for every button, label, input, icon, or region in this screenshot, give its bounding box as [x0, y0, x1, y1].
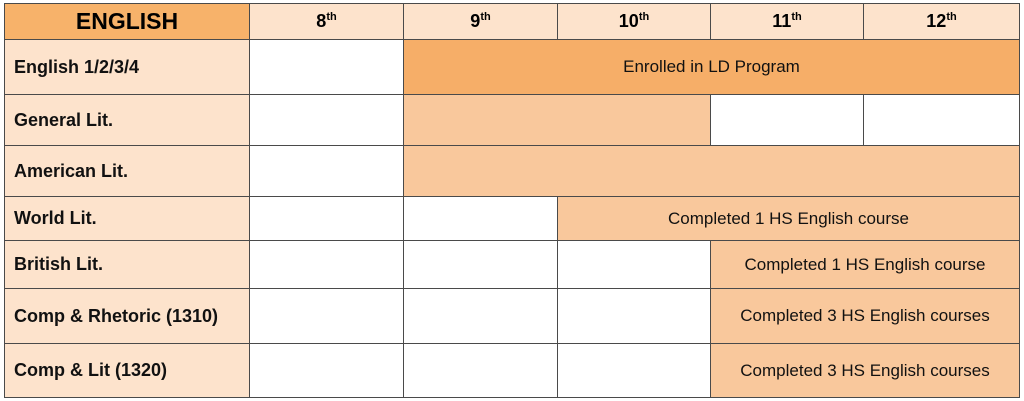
grade-header: 9th — [403, 3, 558, 40]
requirements-table: ENGLISH 8th 9th 10th 11th 12th English 1… — [4, 3, 1020, 398]
grade-suffix: th — [791, 11, 802, 23]
empty-cell — [249, 343, 404, 398]
empty-cell — [557, 288, 711, 344]
course-row: British Lit. Completed 1 HS English cour… — [4, 240, 1020, 289]
requirement-cell: Completed 1 HS English course — [557, 196, 1020, 241]
empty-cell — [249, 39, 404, 95]
requirement-cell: Enrolled in LD Program — [403, 39, 1020, 95]
course-row: English 1/2/3/4 Enrolled in LD Program — [4, 39, 1020, 95]
course-name: Comp & Lit (1320) — [4, 343, 250, 398]
empty-cell — [249, 94, 404, 146]
requirement-cell: Completed 3 HS English courses — [710, 288, 1020, 344]
course-row: Comp & Rhetoric (1310) Completed 3 HS En… — [4, 288, 1020, 344]
empty-cell — [403, 240, 558, 289]
empty-cell — [403, 288, 558, 344]
grade-number: 10 — [618, 11, 639, 31]
empty-cell — [249, 240, 404, 289]
empty-cell — [403, 343, 558, 398]
empty-cell — [249, 145, 404, 197]
grade-header: 8th — [249, 3, 404, 40]
grade-suffix: th — [946, 11, 957, 23]
grade-header: 11th — [710, 3, 864, 40]
course-row: Comp & Lit (1320) Completed 3 HS English… — [4, 343, 1020, 398]
table-title: ENGLISH — [4, 3, 250, 40]
grade-header: 12th — [863, 3, 1020, 40]
course-name: General Lit. — [4, 94, 250, 146]
course-row: General Lit. — [4, 94, 1020, 146]
empty-cell — [557, 240, 711, 289]
course-row: World Lit. Completed 1 HS English course — [4, 196, 1020, 241]
empty-cell — [863, 94, 1020, 146]
eligible-cell — [403, 145, 1020, 197]
empty-cell — [249, 196, 404, 241]
header-row: ENGLISH 8th 9th 10th 11th 12th — [4, 3, 1020, 40]
grade-number: 9 — [470, 11, 481, 31]
grade-number: 12 — [926, 11, 947, 31]
empty-cell — [710, 94, 864, 146]
grade-number: 8 — [316, 11, 327, 31]
course-name: English 1/2/3/4 — [4, 39, 250, 95]
empty-cell — [557, 343, 711, 398]
requirement-cell: Completed 1 HS English course — [710, 240, 1020, 289]
grade-suffix: th — [480, 11, 491, 23]
empty-cell — [249, 288, 404, 344]
course-name: American Lit. — [4, 145, 250, 197]
course-row: American Lit. — [4, 145, 1020, 197]
grade-number: 11 — [772, 11, 792, 31]
course-name: World Lit. — [4, 196, 250, 241]
empty-cell — [403, 196, 558, 241]
eligible-cell — [403, 94, 711, 146]
grade-suffix: th — [326, 11, 337, 23]
grade-suffix: th — [638, 11, 650, 23]
course-name: British Lit. — [4, 240, 250, 289]
requirement-cell: Completed 3 HS English courses — [710, 343, 1020, 398]
grade-header: 10th — [557, 3, 711, 40]
course-name: Comp & Rhetoric (1310) — [4, 288, 250, 344]
